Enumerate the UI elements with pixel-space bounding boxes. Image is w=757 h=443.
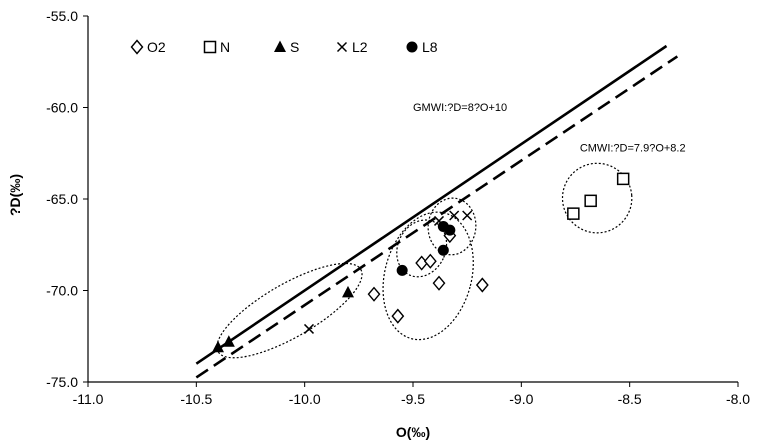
data-point-o2 xyxy=(367,286,381,302)
data-point-l2 xyxy=(303,323,315,334)
line-equation-label: CMWI:?D=7.9?O+8.2 xyxy=(580,142,686,154)
legend-marker-o2 xyxy=(130,39,144,55)
cluster-ellipse xyxy=(382,211,474,341)
legend-label: N xyxy=(220,39,230,55)
y-axis-label: ?D(‰) xyxy=(7,174,23,216)
data-point-s xyxy=(342,285,354,298)
data-point-n xyxy=(616,172,630,186)
legend-label: O2 xyxy=(147,39,166,55)
y-tick-label: -70.0 xyxy=(46,283,78,299)
data-point-l2 xyxy=(462,210,473,221)
legend-label: L2 xyxy=(352,39,368,55)
data-point-o2 xyxy=(423,253,437,269)
cmwl-dashed-line xyxy=(195,55,679,379)
gmwl-solid-line xyxy=(195,44,668,365)
legend-marker-n xyxy=(203,40,217,54)
y-tick-label: -65.0 xyxy=(46,191,78,207)
x-tick-label: -10.0 xyxy=(289,391,321,407)
data-point-n xyxy=(584,194,597,208)
line-annotations: GMWI:?D=8?O+10 CMWI:?D=7.9?O+8.2 xyxy=(413,102,686,154)
x-tick-label: -11.0 xyxy=(73,391,104,407)
data-point-l8 xyxy=(396,264,408,276)
data-point-o2 xyxy=(432,275,446,291)
x-tick-label: -8.0 xyxy=(726,391,750,407)
legend-marker-l8 xyxy=(406,41,418,53)
data-point-n xyxy=(567,207,580,220)
legend-marker-l2 xyxy=(336,41,348,53)
cluster-ellipses xyxy=(216,162,633,359)
line-equation-label: GMWI:?D=8?O+10 xyxy=(413,102,507,114)
x-tick-label: -9.5 xyxy=(401,391,425,407)
cluster-ellipse xyxy=(216,262,363,359)
cluster-ellipse xyxy=(561,162,633,234)
legend: O2 N S L2 L8 xyxy=(130,39,438,55)
data-point-o2 xyxy=(391,308,405,324)
data-points xyxy=(212,172,630,353)
x-tick-label: -10.5 xyxy=(180,391,212,407)
legend-label: L8 xyxy=(422,39,438,55)
y-tick-label: -55.0 xyxy=(46,8,78,24)
legend-label: S xyxy=(290,39,299,55)
legend-marker-s xyxy=(274,40,286,52)
y-tick-label: -60.0 xyxy=(46,100,78,116)
x-axis-label: O(‰) xyxy=(396,424,430,440)
data-point-l2 xyxy=(449,210,460,221)
cluster-ellipse xyxy=(427,197,477,256)
data-point-s xyxy=(222,335,235,347)
data-point-l8 xyxy=(444,224,456,236)
x-tick-label: -9.0 xyxy=(509,391,533,407)
y-tick-label: -75.0 xyxy=(46,374,78,390)
x-tick-label: -8.5 xyxy=(618,391,642,407)
data-point-s xyxy=(212,340,224,353)
data-point-o2 xyxy=(475,277,489,293)
meteoric-water-lines xyxy=(195,44,679,379)
y-ticks: -75.0 -70.0 -65.0 -60.0 -55.0 xyxy=(46,8,88,390)
data-point-l8 xyxy=(437,244,449,256)
x-ticks: -11.0 -10.5 -10.0 -9.5 -9.0 -8.5 -8.0 xyxy=(73,382,750,407)
